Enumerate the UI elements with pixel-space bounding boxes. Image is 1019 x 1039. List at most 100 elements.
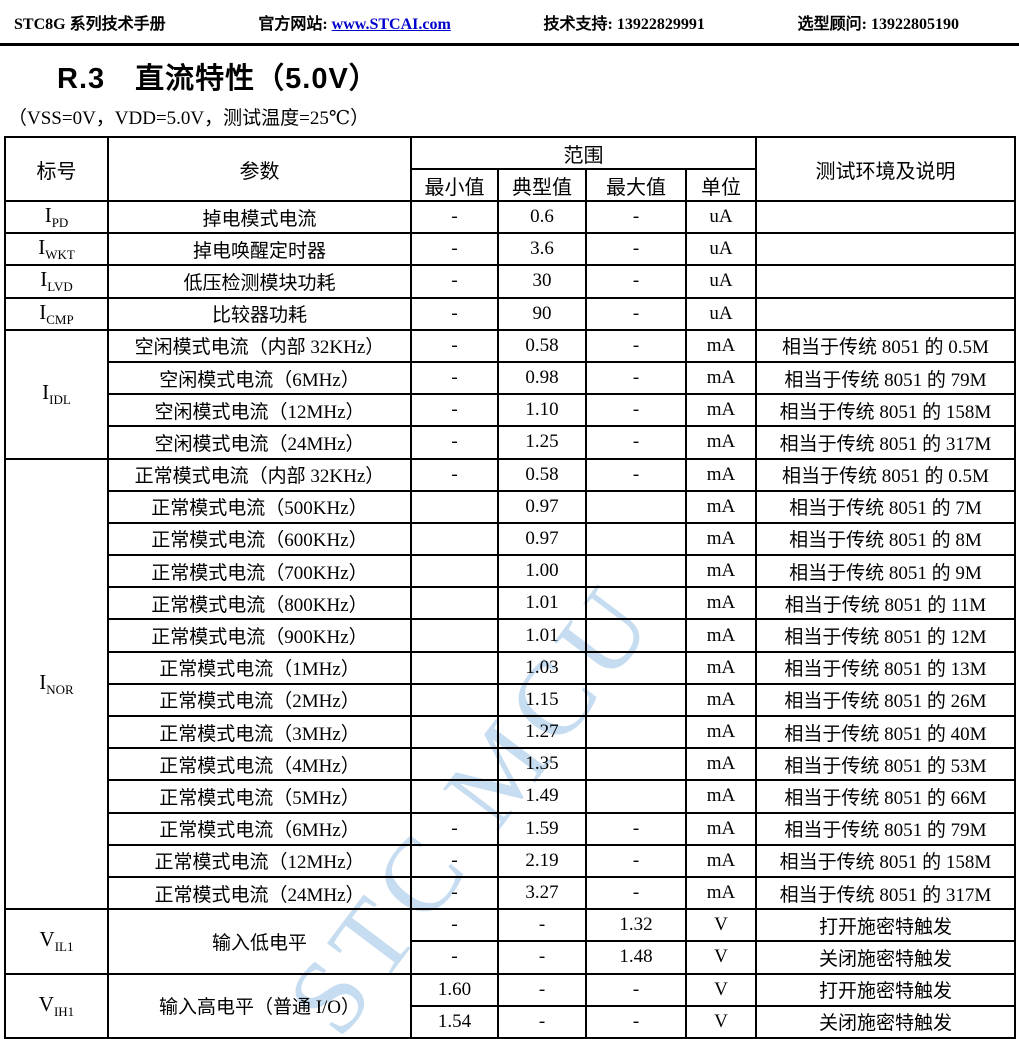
parameter-cell: 正常模式电流（900KHz） <box>107 618 412 653</box>
table-row: 正常模式电流（800KHz） 1.01 mA 相当于传统 8051 的 11M <box>5 586 1016 621</box>
unit-cell: V <box>685 940 757 975</box>
table-row: IWKT 掉电唤醒定时器 -3.6- uA <box>4 232 1016 267</box>
unit-cell: mA <box>685 521 757 557</box>
table-row: 正常模式电流（12MHz） -2.19- mA 相当于传统 8051 的 158M <box>5 843 1016 878</box>
table-row: 正常模式电流（500KHz） 0.97 mA 相当于传统 8051 的 7M <box>5 489 1016 524</box>
tech-support-phone: 技术支持: 13922829991 <box>543 16 705 33</box>
table-row: VIH1 输入高电平（普通 I/O） 1.60- - V 打开施密特触发 <box>4 972 1016 1039</box>
unit-cell: mA <box>685 489 757 524</box>
table-row: 空闲模式电流（12MHz） -1.10- mA 相当于传统 8051 的 158M <box>5 393 1016 428</box>
table-row: 正常模式电流（700KHz） 1.00 mA 相当于传统 8051 的 9M <box>5 554 1016 589</box>
table-row: IIDL 空闲模式电流（内部 32KHz） -0.58- mA 相当于传统 8051 的… <box>4 328 1016 460</box>
parameter-cell: 比较器功耗 <box>107 296 412 331</box>
typical-value-cell: 0.58 <box>497 457 587 492</box>
col-header-parameter: 参数 <box>107 136 412 202</box>
condition-note-cell: 相当于传统 8051 的 0.5M <box>755 328 1016 363</box>
min-value-cell <box>410 554 499 589</box>
condition-note-cell: 相当于传统 8051 的 317M <box>755 875 1016 911</box>
min-value-cell <box>410 779 499 814</box>
parameter-cell: 空闲模式电流（24MHz） <box>107 425 412 460</box>
max-value-cell <box>585 618 687 653</box>
max-value-cell: - <box>585 264 687 299</box>
condition-note-cell: 关闭施密特触发 <box>755 940 1016 975</box>
parameter-cell: 正常模式电流（2MHz） <box>107 682 412 718</box>
max-value-cell <box>585 489 687 524</box>
min-value-cell <box>410 714 499 750</box>
min-value-cell: - <box>410 425 499 460</box>
parameter-cell: 正常模式电流（500KHz） <box>107 489 412 524</box>
min-value-cell <box>410 618 499 653</box>
max-value-cell: 1.32 <box>585 908 687 943</box>
table-row: 正常模式电流（2MHz） 1.15 mA 相当于传统 8051 的 26M <box>5 682 1016 718</box>
col-header-range: 范围 <box>410 136 757 170</box>
table-row: VIL1 输入低电平 - -1.32 V 打开施密特触发 <box>4 908 1016 975</box>
site-label: 官方网站: <box>258 16 328 33</box>
typical-value-cell <box>497 1036 587 1039</box>
parameter-cell: 掉电唤醒定时器 <box>107 232 412 267</box>
unit-cell: uA <box>685 296 757 331</box>
unit-cell: mA <box>685 714 757 750</box>
condition-note-cell: 相当于传统 8051 的 9M <box>755 554 1016 589</box>
parameter-cell: 正常模式电流（4MHz） <box>107 747 412 782</box>
condition-note-cell: 相当于传统 8051 的 11M <box>755 586 1016 621</box>
max-value-cell <box>585 714 687 750</box>
min-value-cell: - <box>410 940 499 975</box>
condition-note-cell: 相当于传统 8051 的 53M <box>755 747 1016 782</box>
col-header-unit: 单位 <box>685 168 757 202</box>
condition-note-cell: 关闭施密特触发 <box>755 1004 1016 1039</box>
min-value-cell: - <box>410 360 499 396</box>
unit-cell: mA <box>685 811 757 846</box>
typical-value-cell: - <box>497 972 587 1007</box>
max-value-cell <box>585 586 687 621</box>
max-value-cell: - <box>585 875 687 911</box>
max-value-cell: - <box>585 296 687 331</box>
max-value-cell <box>585 682 687 718</box>
max-value-cell: - <box>585 425 687 460</box>
condition-note-cell: 打开施密特触发 <box>755 908 1016 943</box>
min-value-cell <box>410 1036 499 1039</box>
parameter-cell: 正常模式电流（1MHz） <box>107 650 412 685</box>
condition-note-cell: 相当于传统 8051 的 66M <box>755 779 1016 814</box>
table-row <box>4 1036 1016 1039</box>
parameter-cell: 正常模式电流（600KHz） <box>107 521 412 557</box>
min-value-cell <box>410 682 499 718</box>
min-value-cell <box>410 489 499 524</box>
typical-value-cell: 1.35 <box>497 747 587 782</box>
condition-note-cell: 相当于传统 8051 的 317M <box>755 425 1016 460</box>
typical-value-cell: 1.03 <box>497 650 587 685</box>
unit-cell: mA <box>685 682 757 718</box>
min-value-cell: - <box>410 199 499 235</box>
parameter-cell: 输入高电平（普通 I/O） <box>107 972 412 1039</box>
condition-note-cell: 相当于传统 8051 的 13M <box>755 650 1016 685</box>
min-value-cell: - <box>410 843 499 878</box>
typical-value-cell: 0.97 <box>497 489 587 524</box>
unit-cell: uA <box>685 264 757 299</box>
max-value-cell: - <box>585 811 687 846</box>
test-conditions: （VSS=0V，VDD=5.0V，测试温度=25℃） <box>8 108 370 129</box>
table-row: 正常模式电流（1MHz） 1.03 mA 相当于传统 8051 的 13M <box>5 650 1016 685</box>
max-value-cell <box>585 521 687 557</box>
min-value-cell: - <box>410 232 499 267</box>
col-header-min: 最小值 <box>410 168 499 202</box>
typical-value-cell: 1.59 <box>497 811 587 846</box>
site-link[interactable]: www.STCAI.com <box>331 16 451 33</box>
page-header: STC8G 系列技术手册 官方网站: www.STCAI.com 技术支持: 1… <box>0 0 1019 46</box>
max-value-cell <box>585 650 687 685</box>
parameter-cell: 正常模式电流（内部 32KHz） <box>107 457 412 492</box>
table-row: 空闲模式电流（24MHz） -1.25- mA 相当于传统 8051 的 317M <box>5 425 1016 460</box>
typical-value-cell: 1.10 <box>497 393 587 428</box>
table-row: 空闲模式电流（6MHz） -0.98- mA 相当于传统 8051 的 79M <box>5 360 1016 396</box>
unit-cell: mA <box>685 747 757 782</box>
typical-value-cell: 90 <box>497 296 587 331</box>
min-value-cell: - <box>410 875 499 911</box>
condition-note-cell: 相当于传统 8051 的 12M <box>755 618 1016 653</box>
unit-cell: mA <box>685 457 757 492</box>
table-row: 正常模式电流（900KHz） 1.01 mA 相当于传统 8051 的 12M <box>5 618 1016 653</box>
unit-cell: mA <box>685 618 757 653</box>
min-value-cell <box>410 521 499 557</box>
max-value-cell <box>585 747 687 782</box>
parameter-cell: 空闲模式电流（内部 32KHz） <box>107 328 412 363</box>
typical-value-cell: 0.6 <box>497 199 587 235</box>
parameter-cell: 正常模式电流（24MHz） <box>107 875 412 911</box>
condition-note-cell: 打开施密特触发 <box>755 972 1016 1007</box>
